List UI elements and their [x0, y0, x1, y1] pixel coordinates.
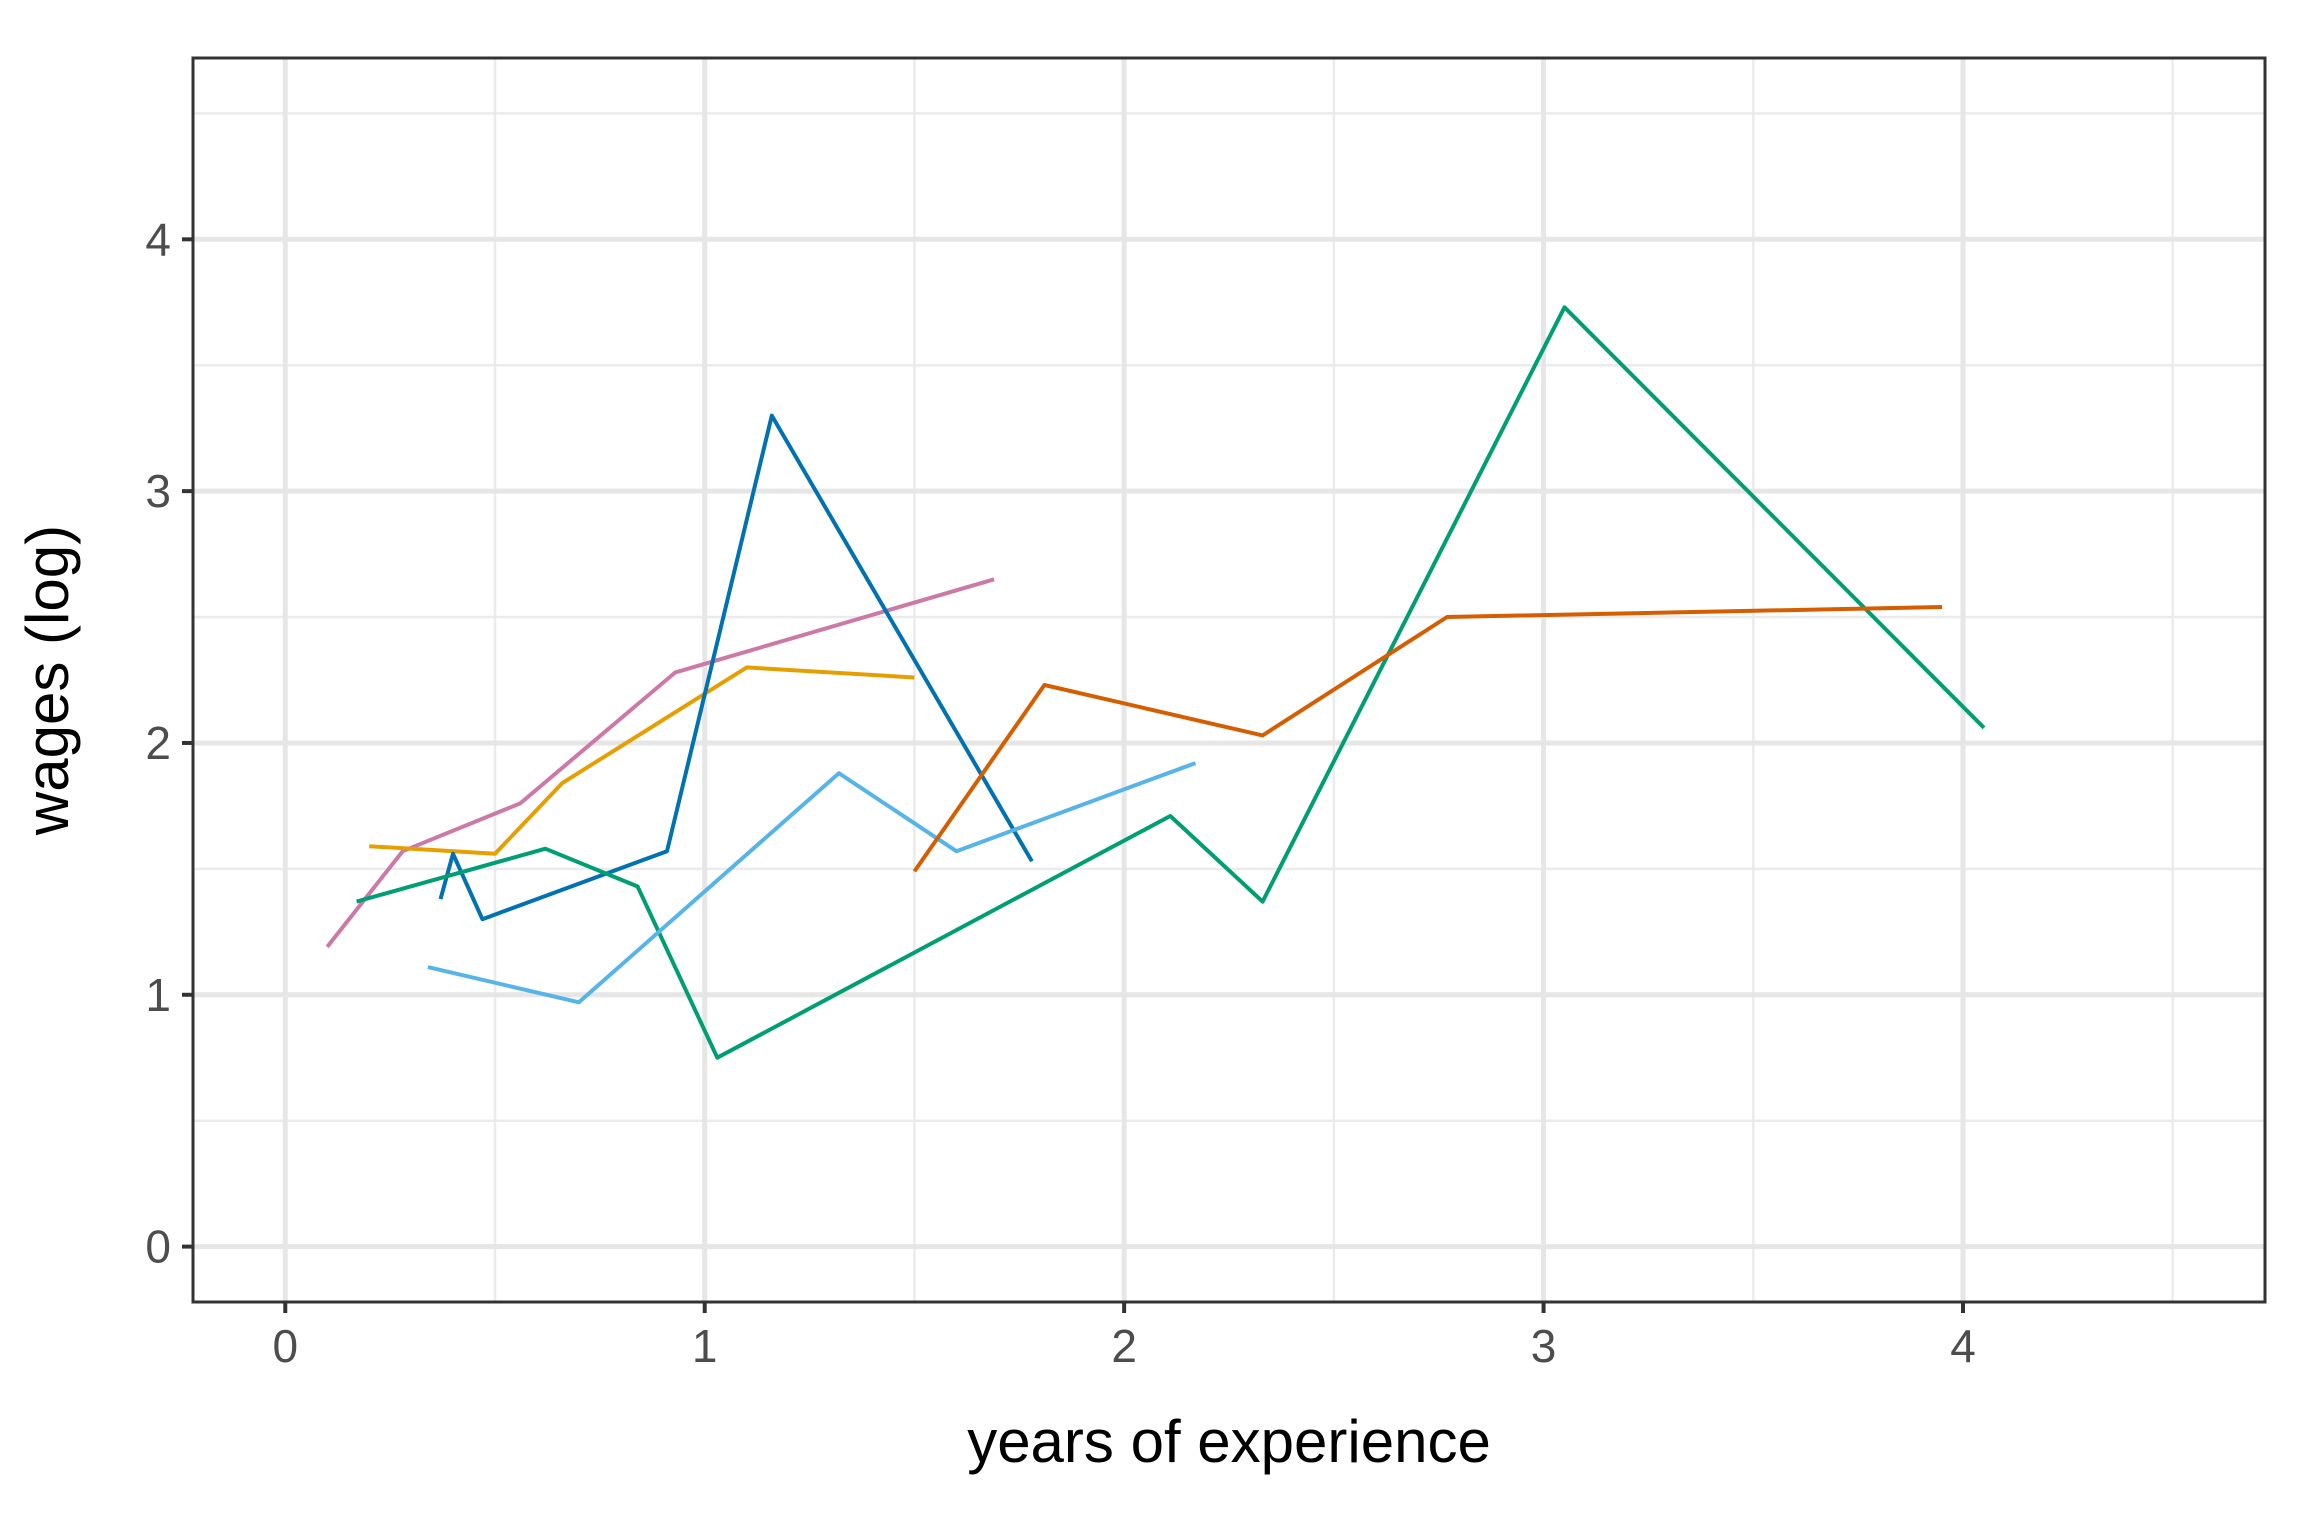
x-tick-label: 2	[1111, 1320, 1137, 1372]
x-tick-label: 1	[692, 1320, 718, 1372]
panel-border	[191, 56, 2267, 1304]
y-tick-label: 0	[145, 1221, 171, 1273]
x-tick-label: 3	[1531, 1320, 1557, 1372]
y-axis: 0 1 2 3 4	[145, 213, 193, 1273]
x-tick-label: 0	[272, 1320, 298, 1372]
y-tick-label: 2	[145, 717, 171, 769]
x-axis-title: years of experience	[967, 1408, 1491, 1475]
y-tick-label: 1	[145, 969, 171, 1021]
series-line-1	[325, 577, 995, 949]
series-layer	[325, 305, 1986, 1060]
y-tick-label: 3	[145, 465, 171, 517]
series-line-6	[912, 605, 1943, 873]
series-line-3	[438, 413, 1034, 922]
series-line-5	[427, 761, 1197, 1005]
series-line-4	[356, 305, 1986, 1060]
minor-gridlines	[193, 58, 2265, 1302]
plot-panel	[193, 58, 2265, 1302]
x-axis: 0 1 2 3 4	[272, 1302, 1976, 1372]
x-tick-label: 4	[1950, 1320, 1976, 1372]
y-tick-label: 4	[145, 213, 171, 265]
series-line-2	[369, 665, 915, 856]
major-gridlines	[193, 58, 2265, 1302]
y-axis-title: wages (log)	[14, 525, 81, 836]
